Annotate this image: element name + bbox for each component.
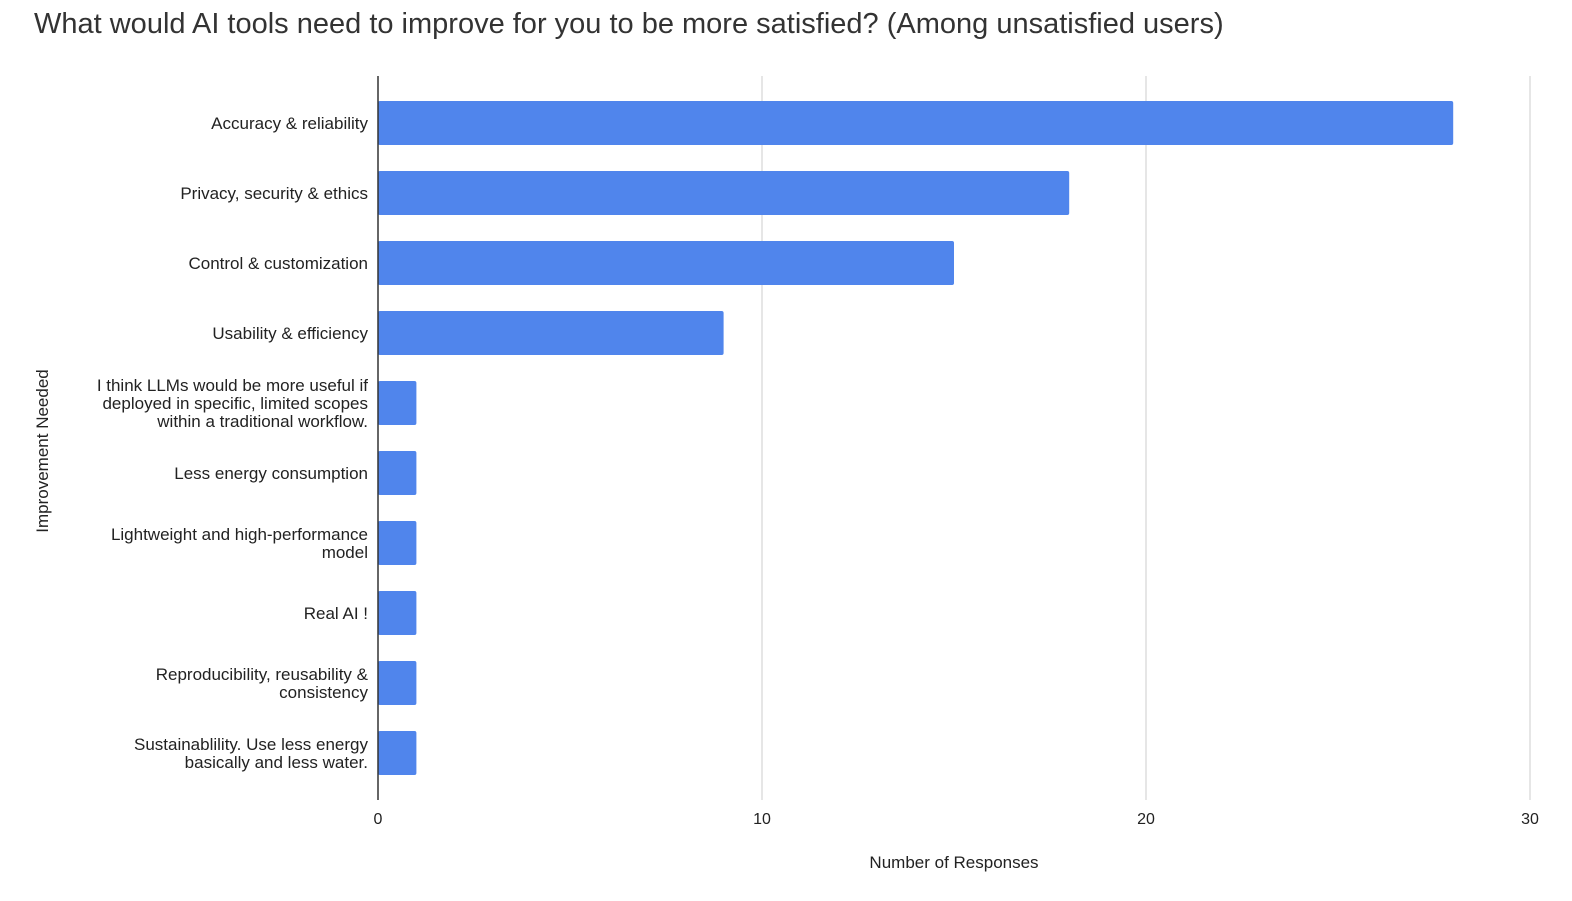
category-label-line: Privacy, security & ethics (180, 184, 368, 203)
category-label-line: Control & customization (188, 254, 368, 273)
category-label-line: Accuracy & reliability (211, 114, 368, 133)
x-tick-labels: 0 10 20 30 (374, 811, 1539, 828)
category-label-line: Less energy consumption (174, 464, 368, 483)
category-label-line: Usability & efficiency (212, 324, 368, 343)
bar (378, 521, 417, 565)
x-tick-label: 20 (1137, 811, 1155, 828)
x-tick-label: 0 (374, 811, 383, 828)
bar (378, 661, 417, 705)
bar (378, 731, 417, 775)
category-labels: Accuracy & reliability Privacy, security … (97, 114, 369, 772)
category-label-line: within a traditional workflow. (156, 412, 368, 431)
bar (378, 101, 1454, 145)
bar (378, 171, 1070, 215)
bar (378, 451, 417, 495)
bar (378, 311, 724, 355)
category-label: Reproducibility, reusability & consistenc… (156, 665, 369, 702)
bars (378, 101, 1454, 775)
category-label: Lightweight and high-performance model (111, 525, 368, 562)
category-label: Real AI ! (304, 604, 368, 623)
category-label-line: Lightweight and high-performance (111, 525, 368, 544)
bar (378, 241, 954, 285)
category-label-line: consistency (279, 683, 368, 702)
category-label: Less energy consumption (174, 464, 368, 483)
category-label-line: model (322, 543, 368, 562)
category-label: Privacy, security & ethics (180, 184, 368, 203)
category-label: Accuracy & reliability (211, 114, 368, 133)
bar (378, 591, 417, 635)
x-tick-label: 30 (1521, 811, 1539, 828)
chart-title: What would AI tools need to improve for … (34, 8, 1224, 40)
category-label-line: Reproducibility, reusability & (156, 665, 369, 684)
category-label: Control & customization (188, 254, 368, 273)
category-label: Usability & efficiency (212, 324, 368, 343)
category-label: Sustainablility. Use less energy basicall… (134, 735, 369, 772)
category-label: I think LLMs would be more useful if depl… (97, 376, 368, 431)
category-label-line: I think LLMs would be more useful if (97, 376, 368, 395)
category-label-line: basically and less water. (185, 753, 368, 772)
category-label-line: Sustainablility. Use less energy (134, 735, 369, 754)
y-axis-title: Improvement Needed (33, 369, 52, 532)
x-tick-label: 10 (753, 811, 771, 828)
category-label-line: Real AI ! (304, 604, 368, 623)
category-label-line: deployed in specific, limited scopes (102, 394, 368, 413)
bar (378, 381, 417, 425)
x-axis-title: Number of Responses (869, 853, 1038, 872)
